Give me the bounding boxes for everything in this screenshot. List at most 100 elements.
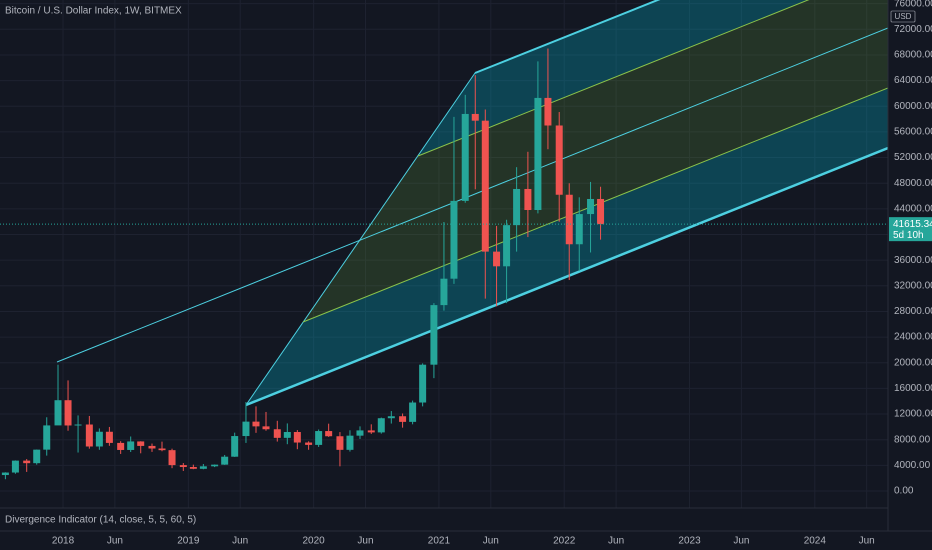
candle-body	[471, 113, 479, 121]
candle-body	[273, 429, 281, 438]
candle-body	[221, 456, 229, 465]
candle-body	[43, 425, 51, 450]
y-tick-label: 68000.00	[894, 50, 932, 61]
candle-body	[137, 441, 145, 446]
candle-body	[430, 305, 438, 365]
y-tick-label: 12000.00	[894, 409, 932, 420]
candle-body	[513, 188, 521, 226]
candle-body	[1, 472, 9, 476]
y-tick-label: 64000.00	[894, 75, 932, 86]
candle-body	[356, 430, 364, 436]
candle-body	[189, 467, 197, 469]
candle-body	[168, 450, 176, 466]
pitchfork-quarter	[302, 87, 888, 323]
y-tick-label: 76000.00	[894, 0, 932, 9]
candle-body	[597, 198, 605, 225]
x-tick-label: 2020	[303, 536, 326, 547]
candle-body	[544, 97, 552, 126]
x-tick-label: Jun	[357, 536, 373, 547]
candle-body	[493, 251, 501, 267]
candle-body	[399, 416, 407, 422]
candle-body	[231, 436, 239, 457]
x-tick-label: 2023	[678, 536, 701, 547]
candle-body	[575, 214, 583, 245]
candle-body	[346, 435, 354, 450]
x-tick-label: 2024	[804, 536, 827, 547]
x-tick-label: 2019	[177, 536, 200, 547]
pitchfork-band	[303, 0, 888, 322]
countdown-label: 5d 10h	[893, 230, 924, 241]
x-tick-label: Jun	[733, 536, 749, 547]
candle-body	[262, 426, 270, 430]
candle-body	[148, 445, 156, 449]
y-tick-label: 60000.00	[894, 101, 932, 112]
candle-body	[179, 465, 187, 468]
candle-body	[54, 400, 62, 426]
candle-body	[242, 421, 250, 437]
candle-body	[367, 430, 375, 433]
y-tick-label: 32000.00	[894, 280, 932, 291]
candle-body	[419, 364, 427, 403]
y-tick-label: 36000.00	[894, 255, 932, 266]
candle-body	[305, 442, 313, 445]
pitchfork-upper	[474, 0, 661, 74]
candle-body	[127, 441, 135, 450]
x-tick-label: Jun	[232, 536, 248, 547]
y-tick-label: 72000.00	[894, 24, 932, 35]
candle-body	[315, 431, 323, 445]
candle-body	[64, 400, 72, 426]
indicator-label: Divergence Indicator (14, close, 5, 5, 6…	[5, 515, 196, 526]
y-tick-label: 44000.00	[894, 203, 932, 214]
candle-body	[158, 448, 166, 451]
candle-body	[565, 194, 573, 245]
candle-body	[524, 188, 532, 211]
candle-body	[481, 120, 489, 252]
candle-body	[503, 225, 511, 267]
last-price-label: 41615.34	[893, 219, 932, 230]
candle-body	[74, 424, 82, 426]
currency-box	[890, 10, 916, 23]
pitchfork-band	[246, 88, 888, 405]
candle-body	[555, 125, 563, 195]
y-tick-label: 56000.00	[894, 127, 932, 138]
candle-body	[377, 418, 385, 433]
candle-body	[252, 421, 260, 427]
x-tick-label: 2018	[52, 536, 75, 547]
y-tick-label: 20000.00	[894, 357, 932, 368]
pitchfork-median	[56, 27, 888, 363]
y-tick-label: 52000.00	[894, 152, 932, 163]
candle-body	[440, 278, 448, 306]
candle-body	[95, 431, 103, 447]
y-tick-label: 24000.00	[894, 332, 932, 343]
x-tick-label: Jun	[483, 536, 499, 547]
chart-title: Bitcoin / U.S. Dollar Index, 1W, BITMEX	[5, 6, 182, 17]
candle-body	[33, 449, 41, 464]
candle-body	[293, 432, 301, 443]
y-tick-label: 16000.00	[894, 383, 932, 394]
candle-body	[105, 431, 113, 443]
pitchfork	[56, 0, 888, 407]
candle-body	[117, 442, 125, 450]
candle-body	[450, 200, 458, 279]
x-tick-label: Jun	[608, 536, 624, 547]
pitchfork-lower	[245, 146, 888, 407]
x-tick-label: Jun	[107, 536, 123, 547]
candle-body	[461, 113, 469, 201]
y-tick-label: 28000.00	[894, 306, 932, 317]
candle-body	[409, 402, 417, 422]
candle-body	[325, 431, 333, 437]
candle-body	[336, 436, 344, 450]
candles	[1, 48, 605, 480]
x-tick-label: 2021	[428, 536, 451, 547]
x-tick-label: Jun	[859, 536, 875, 547]
candle-body	[387, 416, 395, 419]
pitchfork-handle	[245, 72, 476, 406]
last-price-box	[889, 217, 932, 242]
candle-body	[199, 466, 207, 469]
y-tick-label: 0.00	[894, 486, 914, 497]
y-tick-label: 48000.00	[894, 178, 932, 189]
candle-body	[283, 432, 291, 438]
candle-body	[587, 198, 595, 215]
